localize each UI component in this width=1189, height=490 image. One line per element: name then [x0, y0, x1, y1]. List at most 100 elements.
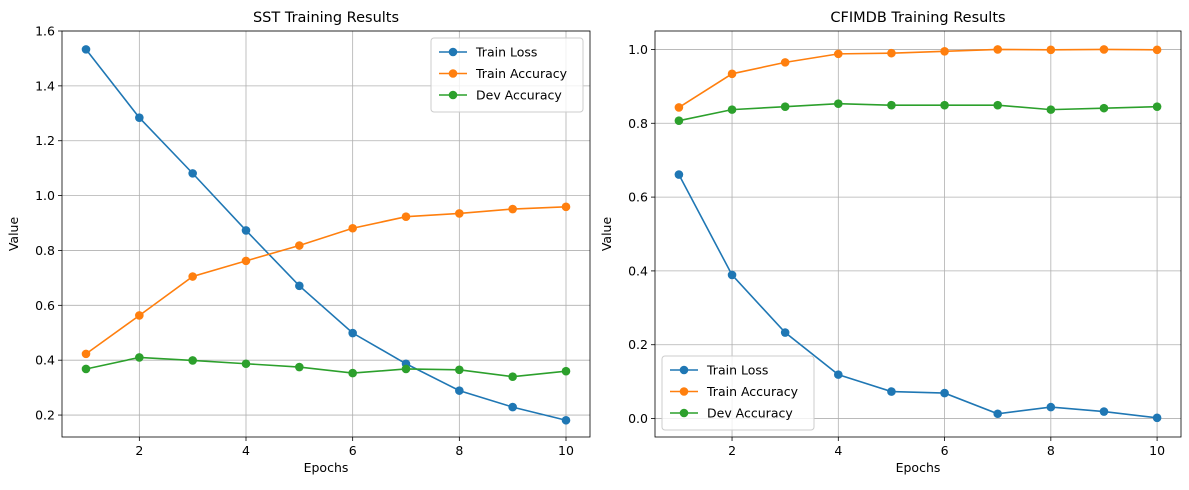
series-line-train-loss: [85, 48, 567, 422]
data-point: [727, 270, 737, 280]
data-point: [241, 226, 251, 235]
data-point: [940, 388, 949, 398]
data-point: [295, 241, 304, 250]
legend-label: Train Accuracy: [475, 66, 568, 81]
data-point: [1152, 102, 1162, 111]
legend-marker: [679, 408, 689, 418]
data-point: [455, 386, 464, 395]
data-point: [993, 45, 1002, 54]
data-point: [674, 170, 684, 179]
data-point: [561, 202, 571, 212]
chart-title: CFIMDB Training Results: [830, 10, 1005, 26]
data-point: [188, 272, 197, 281]
x-tick-label: 2: [728, 443, 736, 458]
data-point: [81, 45, 91, 54]
legend-marker: [448, 90, 458, 100]
legend-label: Train Accuracy: [706, 384, 799, 399]
series-line-dev-accuracy: [85, 356, 567, 378]
y-axis-label: Value: [6, 217, 21, 252]
data-point: [508, 204, 517, 214]
y-tick-label: 0.0: [628, 411, 648, 426]
data-point: [834, 99, 843, 109]
data-point: [940, 100, 949, 110]
y-tick-label: 0.4: [35, 353, 55, 368]
data-point: [727, 105, 737, 114]
legend-marker: [679, 387, 689, 396]
data-point: [401, 212, 411, 222]
y-tick-label: 1.2: [35, 133, 55, 148]
y-tick-label: 0.8: [628, 116, 648, 131]
data-point: [727, 69, 737, 79]
series-line-train-accuracy: [85, 206, 567, 355]
data-point: [1046, 105, 1056, 114]
data-point: [887, 100, 896, 110]
data-point: [1099, 103, 1109, 113]
data-point: [135, 311, 144, 320]
data-point: [834, 49, 843, 59]
data-point: [81, 349, 91, 359]
data-point: [135, 353, 144, 362]
data-point: [295, 362, 304, 372]
legend-label: Dev Accuracy: [476, 88, 562, 103]
data-point: [241, 359, 251, 369]
legend-box: [661, 355, 815, 431]
data-point: [780, 102, 790, 111]
x-tick-label: 8: [455, 443, 463, 458]
series-line-train-loss: [678, 174, 1158, 419]
y-tick-label: 1.4: [35, 78, 55, 93]
data-point: [1046, 45, 1056, 55]
chart-title: SST Training Results: [253, 10, 399, 26]
chart-panel-2: 2 4 6 8 10 0.0 0.2 0.4 0.6 0.8 1.0 CFIMDB Training …: [599, 10, 1182, 475]
x-tick-label: 10: [1149, 443, 1165, 458]
data-point: [1152, 413, 1162, 423]
data-point: [940, 47, 949, 56]
data-point: [993, 409, 1002, 419]
x-tick-label: 6: [941, 443, 949, 458]
y-tick-label: 0.6: [628, 190, 648, 205]
x-tick-label: 10: [558, 443, 574, 458]
plot-frame: [654, 30, 1182, 438]
data-point: [780, 328, 790, 337]
x-tick-label: 4: [834, 443, 842, 458]
data-point: [1099, 407, 1109, 416]
data-point: [348, 328, 357, 338]
y-tick-label: 0.2: [628, 337, 648, 352]
chart-panel-1: 2 4 6 8 10 0.2 0.4 0.6 0.8 1.0 1.2 1.4 1.6 SST Traini…: [6, 10, 591, 475]
x-axis-label: Epochs: [896, 460, 941, 475]
y-tick-label: 0.6: [35, 298, 55, 313]
data-point: [348, 368, 357, 378]
data-point: [135, 113, 144, 122]
series-line-dev-accuracy: [678, 102, 1158, 122]
y-axis-label: Value: [599, 217, 614, 252]
legend-label: Dev Accuracy: [707, 406, 793, 421]
series-line-train-accuracy: [678, 48, 1158, 109]
legend-box: [430, 37, 584, 113]
data-point: [993, 100, 1002, 110]
x-tick-label: 8: [1047, 443, 1055, 458]
data-point: [1046, 402, 1056, 412]
legend-label: Train Loss: [475, 45, 537, 60]
data-point: [188, 356, 197, 365]
data-point: [81, 364, 91, 374]
data-point: [241, 256, 251, 266]
y-tick-label: 0.2: [35, 408, 55, 423]
data-point: [455, 365, 464, 375]
y-tick-label: 0.8: [35, 243, 55, 258]
x-axis-label: Epochs: [304, 460, 349, 475]
x-tick-label: 6: [349, 443, 357, 458]
data-point: [401, 364, 411, 374]
data-point: [887, 387, 896, 396]
x-tick-label: 2: [135, 443, 143, 458]
data-point: [674, 103, 684, 112]
data-point: [188, 169, 197, 178]
data-point: [834, 370, 843, 379]
data-point: [508, 372, 517, 381]
data-point: [508, 402, 517, 412]
legend-marker: [448, 47, 458, 57]
data-point: [561, 366, 571, 376]
legend-marker: [448, 69, 458, 78]
data-point: [887, 48, 896, 58]
x-tick-label: 4: [242, 443, 250, 458]
data-point: [348, 223, 357, 233]
